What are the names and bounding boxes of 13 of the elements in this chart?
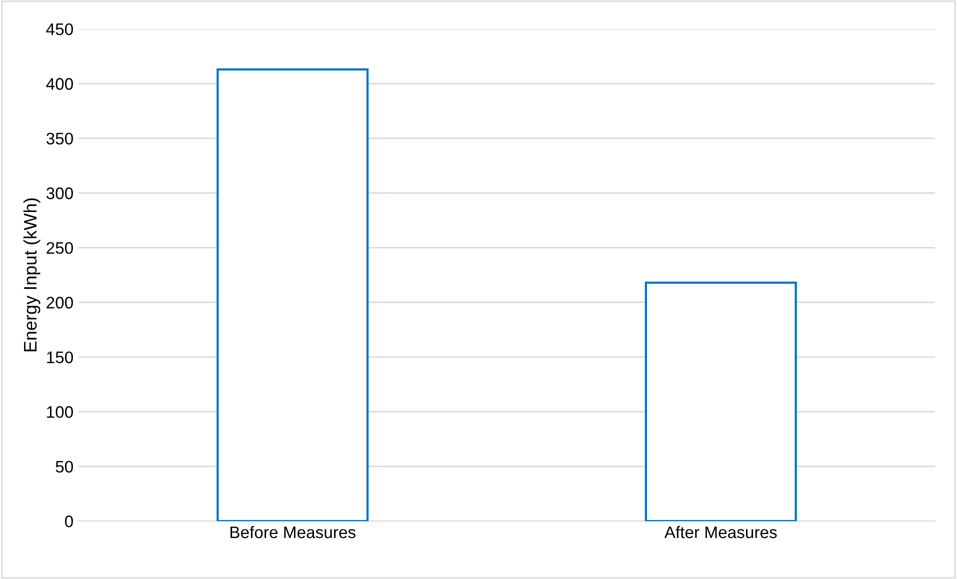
y-tick-label: 100 (47, 406, 73, 418)
y-tick-label: 50 (56, 460, 73, 473)
x-tick-label: Before Measures (230, 526, 356, 538)
x-tick-label: After Measures (664, 526, 777, 538)
y-tick-label: 150 (47, 351, 73, 364)
y-tick-label: 0 (64, 516, 73, 528)
y-tick-label: 300 (46, 187, 73, 200)
y-tick-label: 450 (46, 23, 73, 36)
y-tick-label: 350 (46, 132, 73, 145)
y-axis-title: Energy Input (kWh) (23, 198, 40, 352)
y-tick-label: 400 (46, 78, 73, 90)
y-tick-label: 200 (46, 296, 73, 309)
y-tick-label: 250 (46, 242, 73, 254)
